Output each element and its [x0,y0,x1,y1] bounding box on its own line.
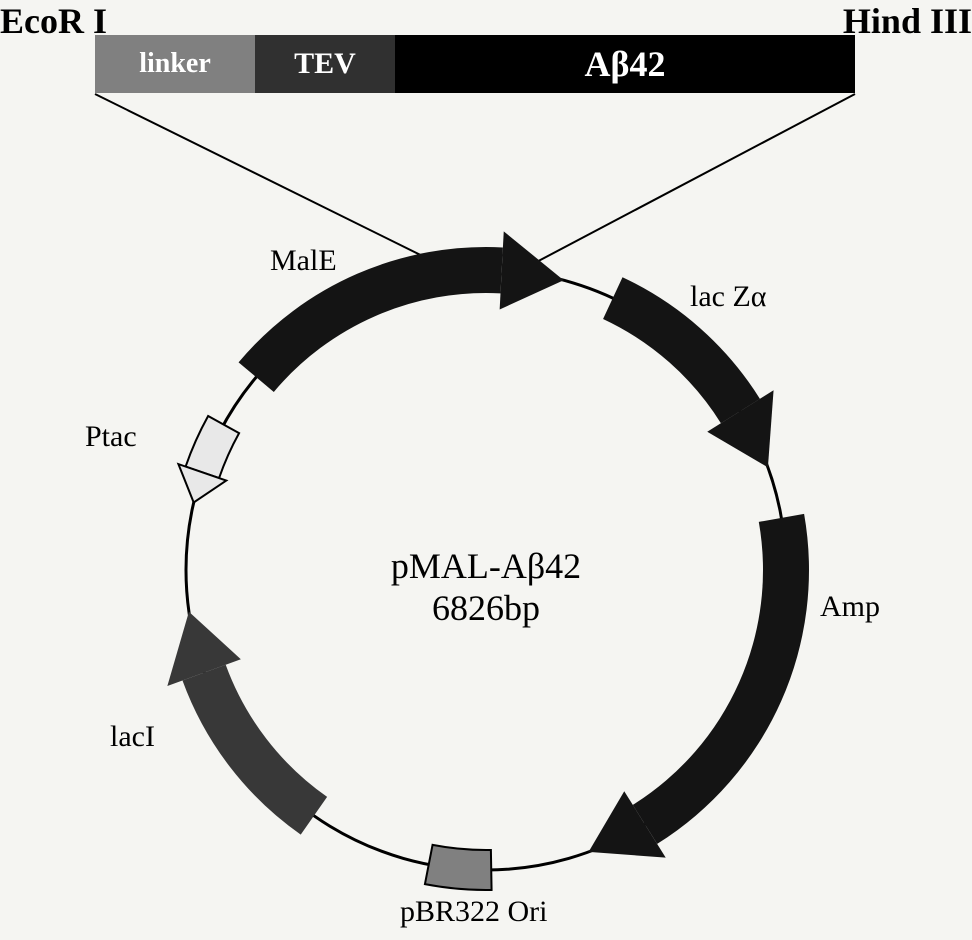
plasmid-map [0,0,972,940]
label-amp: Amp [820,590,880,624]
plasmid-size: 6826bp [432,588,540,628]
connector-line-right [510,94,855,276]
plasmid-center-label: pMAL-Aβ42 6826bp [391,545,581,629]
label-pBR322: pBR322 Ori [400,895,548,929]
plasmid-name: pMAL-Aβ42 [391,546,581,586]
label-ptac: Ptac [85,420,137,454]
label-lacI: lacI [110,720,155,754]
label-lacZa: lac Zα [690,280,767,314]
label-malE: MalE [270,244,337,278]
